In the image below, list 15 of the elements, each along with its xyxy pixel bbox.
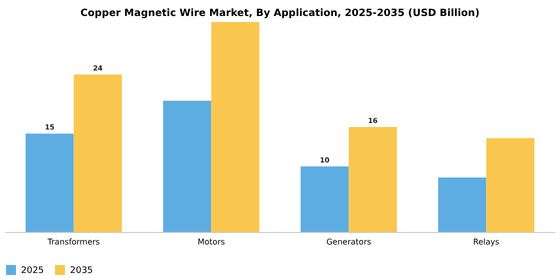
- bar: [26, 134, 74, 232]
- bar: [486, 138, 534, 232]
- x-tick-label: Motors: [198, 238, 225, 246]
- legend-label: 2025: [21, 266, 44, 276]
- legend-label: 2035: [70, 266, 93, 276]
- bar: [300, 166, 349, 232]
- x-tick-label: Transformers: [46, 238, 100, 246]
- bar: [348, 127, 397, 232]
- bar: [438, 178, 486, 232]
- bar: [74, 74, 122, 232]
- x-tick-label: Relays: [473, 238, 500, 246]
- bar: [163, 100, 212, 232]
- chart-title: Copper Magnetic Wire Market, By Application, 2025-2035 (USD Billion): [80, 8, 480, 19]
- bar: [211, 22, 260, 232]
- x-tick-label: Generators: [326, 238, 372, 246]
